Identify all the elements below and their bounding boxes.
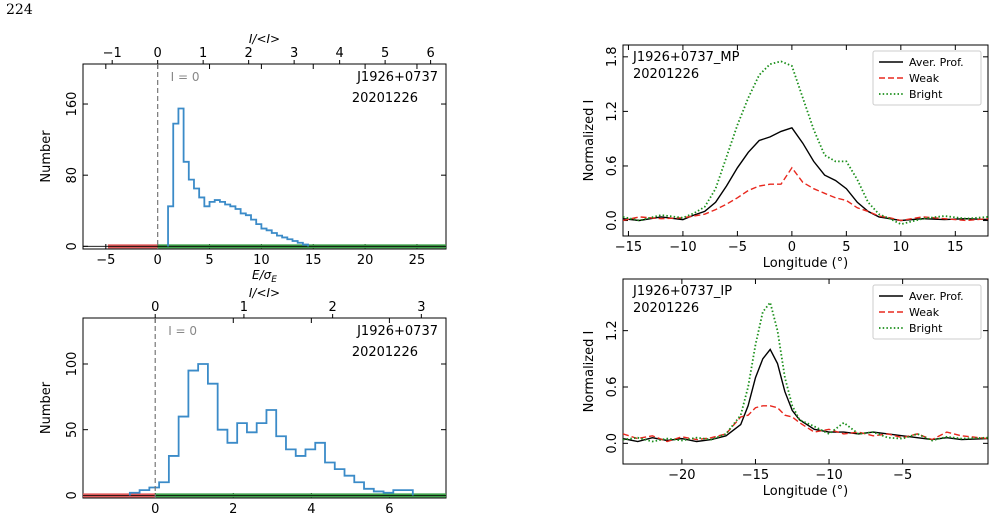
x-tick-label: 15 (947, 240, 964, 255)
plot-frame (622, 278, 989, 465)
x-tick-label: 0 (154, 253, 162, 268)
y-tick-label: 160 (65, 92, 80, 117)
x-tick-label: 10 (253, 253, 270, 268)
profile-panel-profile-ip: −20 −15 −10 −5 0.0 0.6 1.2 Normalized I J1926+07… (582, 278, 989, 499)
y-tick-label: 1.2 (605, 320, 620, 341)
series-line-weak (623, 166, 988, 222)
x-tick-label: 6 (385, 502, 393, 517)
y-tick-label: 50 (65, 421, 80, 438)
observation-date: 20201226 (633, 301, 699, 316)
x-tick-label: 20 (357, 253, 374, 268)
x-tick-label: −5 (893, 468, 912, 483)
legend-entry: Weak (909, 72, 940, 85)
x-tick-label: 0 (151, 502, 159, 517)
top-x-tick-label: 2 (328, 300, 336, 315)
top-x-tick-label: 0 (151, 300, 159, 315)
x-tick-label: 5 (842, 240, 850, 255)
top-x-tick-label: 2 (245, 46, 253, 61)
x-axis-label: Longitude (°) (763, 256, 848, 271)
legend-box (872, 50, 982, 106)
plot-frame (82, 317, 447, 499)
top-x-tick-label: 6 (426, 46, 434, 61)
x-tick-label: −5 (96, 253, 115, 268)
x-tick-label: −10 (815, 468, 842, 483)
observation-date: 20201226 (352, 345, 418, 360)
plot-frame (622, 44, 989, 237)
top-x-tick-label: 5 (381, 46, 389, 61)
top-x-tick-label: 1 (240, 300, 248, 315)
zero-intensity-label: I = 0 (171, 70, 200, 84)
legend-entry: Weak (909, 306, 940, 319)
top-x-axis-label: I/<I> (249, 32, 280, 46)
y-tick-label: 0 (65, 242, 80, 250)
legend-entry: Bright (909, 322, 943, 335)
histogram-panel-hist-bottom: 0 2 4 6 0 50 100 Number 0 1 2 3 I/<I> I = 0 J1926+0737… (39, 286, 447, 517)
y-tick-label: 0.0 (605, 210, 620, 231)
profile-name: J1926+0737_MP (632, 50, 740, 65)
x-axis-label-main: E/σ (252, 268, 272, 282)
pulsar-name: J1926+0737 (356, 70, 438, 85)
x-axis-label: E/σE (252, 268, 277, 285)
y-axis-label: Normalized I (582, 100, 597, 182)
x-axis-label: Longitude (°) (763, 484, 848, 499)
series-line-aver-prof (623, 348, 988, 443)
top-x-tick-label: 1 (199, 46, 207, 61)
top-x-tick-label: 3 (290, 46, 298, 61)
x-tick-label: 5 (205, 253, 213, 268)
x-tick-label: −10 (669, 240, 696, 255)
x-tick-label: −15 (615, 240, 642, 255)
y-tick-label: 0.6 (605, 377, 620, 398)
x-tick-label: 0 (788, 240, 796, 255)
y-axis-label: Number (39, 381, 54, 434)
series-line-aver-prof (623, 126, 988, 222)
x-axis-label-subscript: E (271, 275, 277, 285)
histogram-step-line (167, 107, 309, 247)
x-tick-label: −20 (668, 468, 695, 483)
y-tick-label: 100 (65, 352, 80, 377)
profile-panel-profile-mp: −15 −10 −5 0 5 10 15 0.0 0.6 1.2 1.8 Normalized I J1… (582, 44, 989, 271)
x-tick-label: 10 (893, 240, 910, 255)
profile-name: J1926+0737_IP (632, 284, 732, 299)
y-axis-label: Normalized I (582, 331, 597, 413)
y-tick-label: 0.6 (605, 156, 620, 177)
observation-date: 20201226 (633, 67, 699, 82)
page-number: 224 (6, 2, 33, 18)
histogram-step-line (128, 363, 414, 496)
zero-intensity-label: I = 0 (168, 324, 197, 338)
y-tick-label: 1.8 (605, 46, 620, 67)
plot-frame (82, 63, 447, 250)
top-x-tick-label: −1 (103, 46, 122, 61)
legend-box (872, 284, 982, 340)
observation-date: 20201226 (352, 91, 418, 106)
y-tick-label: 0 (65, 491, 80, 499)
top-x-tick-label: 3 (417, 300, 425, 315)
histogram-panel-hist-top: −5 0 5 10 15 20 25 0 80 160 Number −1 0 1 2 3 4 5 6 I/<I> I … (39, 32, 447, 285)
legend-entry: Aver. Prof. (909, 56, 964, 69)
top-x-tick-label: 4 (335, 46, 343, 61)
series-line-bright (623, 300, 988, 443)
legend-entry: Bright (909, 88, 943, 101)
pulsar-name: J1926+0737 (356, 324, 438, 339)
y-tick-label: 80 (65, 167, 80, 184)
x-tick-label: −15 (742, 468, 769, 483)
y-axis-label: Number (39, 130, 54, 183)
y-tick-label: 0.0 (605, 433, 620, 454)
x-tick-label: 2 (229, 502, 237, 517)
y-tick-label: 1.2 (605, 101, 620, 122)
x-tick-label: 4 (307, 502, 315, 517)
legend-entry: Aver. Prof. (909, 290, 964, 303)
x-tick-label: 25 (409, 253, 426, 268)
top-x-tick-label: 0 (154, 46, 162, 61)
x-tick-label: −5 (728, 240, 747, 255)
top-x-axis-label: I/<I> (249, 286, 280, 300)
x-tick-label: 15 (305, 253, 322, 268)
